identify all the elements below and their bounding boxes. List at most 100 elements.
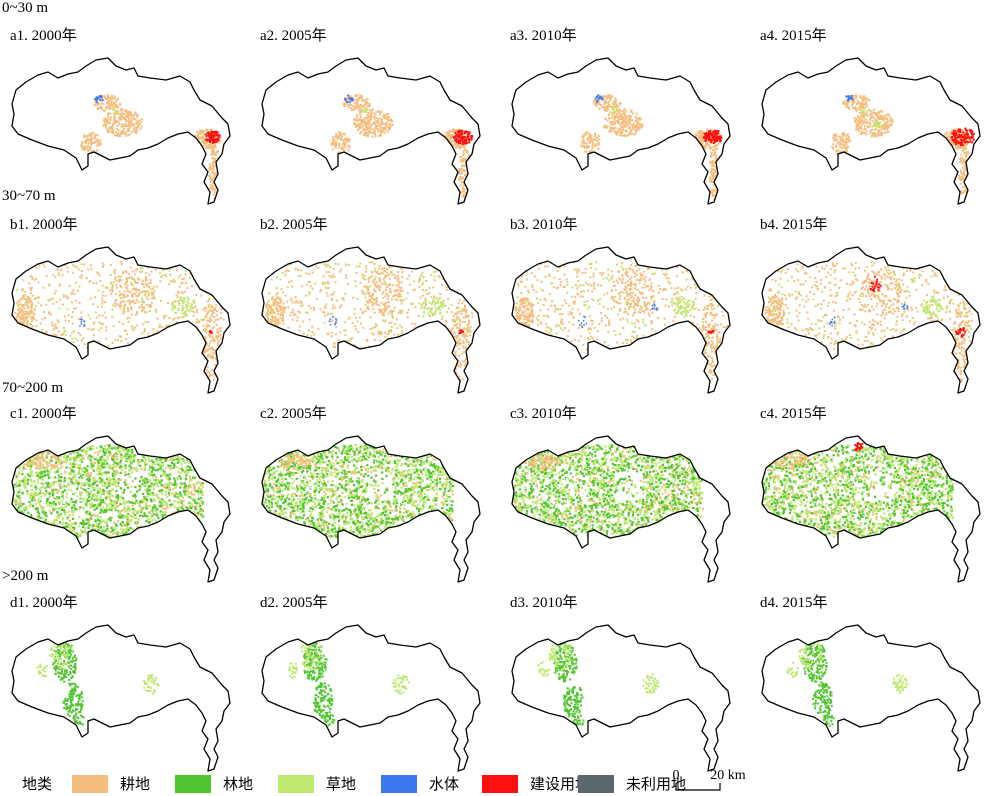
legend-label: 水体 bbox=[429, 777, 460, 793]
basin-boundary bbox=[511, 624, 731, 772]
map-panel: b4. 2015年 bbox=[752, 213, 992, 398]
elevation-band-label: 0~30 m bbox=[2, 0, 49, 16]
map-panel: c3. 2010年 bbox=[502, 402, 742, 587]
basin-boundary bbox=[511, 435, 731, 583]
land-use-pixels bbox=[764, 261, 980, 383]
map-panel: b1. 2000年 bbox=[2, 213, 242, 398]
basin-map bbox=[11, 624, 231, 772]
basin-map bbox=[261, 246, 481, 394]
legend-swatch bbox=[482, 774, 518, 793]
panel-title: d2. 2005年 bbox=[260, 595, 328, 611]
map-panel: a4. 2015年 bbox=[752, 24, 992, 209]
legend-item-water: 水体 bbox=[381, 773, 459, 794]
panel-title: a1. 2000年 bbox=[10, 28, 77, 44]
basin-boundary bbox=[761, 624, 981, 772]
land-use-pixels bbox=[14, 261, 230, 381]
basin-map bbox=[511, 624, 731, 772]
map-panel: b3. 2010年 bbox=[502, 213, 742, 398]
elevation-band-label: 30~70 m bbox=[2, 188, 56, 204]
land-use-pixels bbox=[36, 638, 160, 726]
legend-swatch bbox=[175, 774, 211, 793]
land-use-pixels bbox=[786, 637, 909, 727]
map-panel: b2. 2005年 bbox=[252, 213, 492, 398]
legend-item-construction: 建设用地 bbox=[482, 773, 590, 794]
legend-label: 建设用地 bbox=[530, 777, 591, 793]
legend-label: 未利用地 bbox=[626, 777, 687, 793]
basin-boundary bbox=[261, 624, 481, 772]
basin-map bbox=[511, 435, 731, 583]
basin-map bbox=[11, 57, 231, 205]
panel-title: b2. 2005年 bbox=[260, 217, 328, 233]
panel-title: a2. 2005年 bbox=[260, 28, 327, 44]
basin-map bbox=[761, 435, 981, 583]
basin-boundary bbox=[11, 57, 231, 205]
panel-title: d4. 2015年 bbox=[760, 595, 828, 611]
legend-swatch bbox=[72, 774, 108, 793]
basin-boundary bbox=[261, 57, 481, 205]
panel-title: c3. 2010年 bbox=[510, 406, 577, 422]
legend-swatch bbox=[578, 774, 614, 793]
scale-end-label: 20 km bbox=[710, 768, 746, 783]
basin-boundary bbox=[11, 246, 231, 394]
land-use-pixels bbox=[12, 444, 205, 539]
basin-map bbox=[761, 624, 981, 772]
scale-bar: 0 20 km bbox=[673, 768, 746, 791]
panel-title: a3. 2010年 bbox=[510, 28, 577, 44]
legend-label: 林地 bbox=[223, 777, 254, 793]
basin-boundary bbox=[11, 624, 231, 772]
elevation-band-label: >200 m bbox=[2, 568, 49, 584]
land-use-pixels bbox=[288, 637, 410, 727]
basin-map bbox=[11, 435, 231, 583]
land-use-pixels bbox=[512, 444, 705, 539]
panel-title: d3. 2010年 bbox=[510, 595, 578, 611]
land-use-pixels bbox=[831, 94, 975, 196]
map-panel: d4. 2015年 bbox=[752, 591, 992, 776]
map-panel: d1. 2000年 bbox=[2, 591, 242, 776]
panel-title: c2. 2005年 bbox=[260, 406, 327, 422]
basin-map bbox=[511, 57, 731, 205]
map-panel: c4. 2015年 bbox=[752, 402, 992, 587]
scale-start-label: 0 bbox=[673, 768, 680, 783]
map-panel: d3. 2010年 bbox=[502, 591, 742, 776]
basin-map bbox=[261, 624, 481, 772]
map-panel: c1. 2000年 bbox=[2, 402, 242, 587]
basin-boundary bbox=[11, 435, 231, 583]
legend-item-grassland: 草地 bbox=[278, 773, 356, 794]
land-use-pixels bbox=[537, 638, 660, 726]
basin-boundary bbox=[761, 435, 981, 583]
basin-boundary bbox=[261, 435, 481, 583]
legend-item-cropland: 耕地 bbox=[72, 773, 150, 794]
map-panel: a3. 2010年 bbox=[502, 24, 742, 209]
panel-title: b4. 2015年 bbox=[760, 217, 828, 233]
basin-map bbox=[511, 246, 731, 394]
basin-boundary bbox=[761, 246, 981, 394]
land-use-pixels bbox=[762, 442, 955, 539]
map-panel: a2. 2005年 bbox=[252, 24, 492, 209]
basin-boundary bbox=[511, 246, 731, 394]
legend-title: 地类 bbox=[22, 777, 53, 793]
legend-swatch bbox=[381, 774, 417, 793]
basin-boundary bbox=[261, 246, 481, 394]
legend-label: 耕地 bbox=[120, 777, 151, 793]
basin-map bbox=[761, 246, 981, 394]
basin-map bbox=[761, 57, 981, 205]
legend: 地类 耕地 林地 草地 水体 建设用地 未利用地 bbox=[0, 770, 1000, 796]
scale-bar-line bbox=[675, 783, 721, 791]
elevation-band-label: 70~200 m bbox=[2, 380, 64, 396]
basin-map bbox=[11, 246, 231, 394]
land-use-pixels bbox=[262, 444, 455, 539]
legend-item-forest: 林地 bbox=[175, 773, 253, 794]
map-panel: d2. 2005年 bbox=[252, 591, 492, 776]
panel-title: c1. 2000年 bbox=[10, 406, 77, 422]
basin-map bbox=[261, 57, 481, 205]
panel-title: a4. 2015年 bbox=[760, 28, 827, 44]
legend-label: 草地 bbox=[326, 777, 357, 793]
basin-boundary bbox=[761, 57, 981, 205]
panel-title: b1. 2000年 bbox=[10, 217, 78, 233]
land-use-pixels bbox=[514, 261, 730, 381]
map-panel: c2. 2005年 bbox=[252, 402, 492, 587]
land-use-pixels bbox=[330, 94, 474, 200]
basin-map bbox=[261, 435, 481, 583]
panel-title: b3. 2010年 bbox=[510, 217, 578, 233]
basin-boundary bbox=[511, 57, 731, 205]
